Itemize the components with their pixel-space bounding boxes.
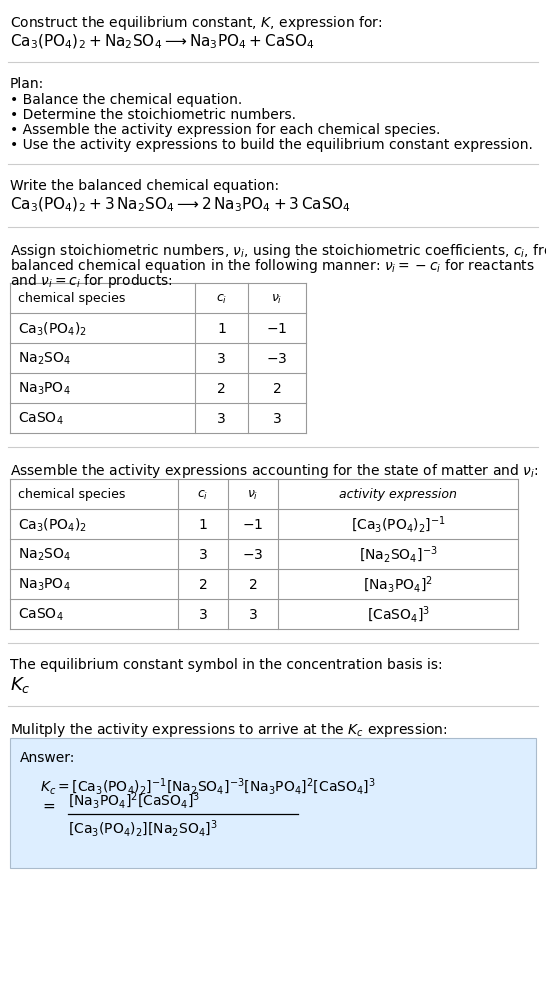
Text: $K_c = [\mathrm{Ca_3(PO_4)_2}]^{-1} [\mathrm{Na_2SO_4}]^{-3} [\mathrm{Na_3PO_4}]: $K_c = [\mathrm{Ca_3(PO_4)_2}]^{-1} [\ma… <box>40 776 376 796</box>
Text: • Use the activity expressions to build the equilibrium constant expression.: • Use the activity expressions to build … <box>10 138 533 152</box>
Text: $-1$: $-1$ <box>266 322 288 336</box>
Text: $-3$: $-3$ <box>242 548 264 562</box>
Text: activity expression: activity expression <box>339 488 457 501</box>
Text: $\mathrm{Na_2SO_4}$: $\mathrm{Na_2SO_4}$ <box>18 547 71 563</box>
Text: $[\mathrm{Na_3PO_4}]^{2} [\mathrm{CaSO_4}]^{3}$: $[\mathrm{Na_3PO_4}]^{2} [\mathrm{CaSO_4… <box>68 790 200 810</box>
Text: $\mathrm{Ca_3(PO_4)_2}$: $\mathrm{Ca_3(PO_4)_2}$ <box>18 516 87 533</box>
Text: Answer:: Answer: <box>20 750 75 764</box>
Text: 3: 3 <box>217 412 226 425</box>
Text: 1: 1 <box>199 518 207 532</box>
Text: 3: 3 <box>199 548 207 562</box>
Bar <box>10 479 518 629</box>
Text: $c_i$: $c_i$ <box>216 292 227 305</box>
Text: balanced chemical equation in the following manner: $\nu_i = -c_i$ for reactants: balanced chemical equation in the follow… <box>10 256 535 274</box>
Text: $[\mathrm{Ca_3(PO_4)_2}] [\mathrm{Na_2SO_4}]^{3}$: $[\mathrm{Ca_3(PO_4)_2}] [\mathrm{Na_2SO… <box>68 818 218 838</box>
Text: $\mathrm{Na_2SO_4}$: $\mathrm{Na_2SO_4}$ <box>18 351 71 367</box>
Text: $\mathrm{Ca_3(PO_4)_2}$: $\mathrm{Ca_3(PO_4)_2}$ <box>18 320 87 337</box>
Text: 3: 3 <box>199 607 207 621</box>
Text: $=$: $=$ <box>40 797 56 812</box>
Text: 3: 3 <box>272 412 281 425</box>
Text: 2: 2 <box>199 578 207 591</box>
Text: $c_i$: $c_i$ <box>197 488 209 501</box>
Text: 3: 3 <box>217 352 226 366</box>
Text: • Balance the chemical equation.: • Balance the chemical equation. <box>10 92 242 107</box>
Text: $\mathrm{CaSO_4}$: $\mathrm{CaSO_4}$ <box>18 411 64 426</box>
Text: $\mathrm{Na_3PO_4}$: $\mathrm{Na_3PO_4}$ <box>18 381 70 397</box>
Text: $[\mathrm{Na_3PO_4}]^{2}$: $[\mathrm{Na_3PO_4}]^{2}$ <box>363 575 433 594</box>
Bar <box>10 739 536 868</box>
Text: $[\mathrm{Na_2SO_4}]^{-3}$: $[\mathrm{Na_2SO_4}]^{-3}$ <box>359 545 437 565</box>
Text: 1: 1 <box>217 322 226 336</box>
Text: $\mathrm{CaSO_4}$: $\mathrm{CaSO_4}$ <box>18 606 64 622</box>
Text: Construct the equilibrium constant, $K$, expression for:: Construct the equilibrium constant, $K$,… <box>10 14 383 32</box>
Text: $-1$: $-1$ <box>242 518 264 532</box>
Text: Write the balanced chemical equation:: Write the balanced chemical equation: <box>10 179 279 193</box>
Bar <box>10 283 306 433</box>
Text: chemical species: chemical species <box>18 488 126 501</box>
Text: $\mathrm{Ca_3(PO_4)_2 + Na_2SO_4 \longrightarrow Na_3PO_4 + CaSO_4}$: $\mathrm{Ca_3(PO_4)_2 + Na_2SO_4 \longri… <box>10 33 314 52</box>
Text: Assemble the activity expressions accounting for the state of matter and $\nu_i$: Assemble the activity expressions accoun… <box>10 461 538 479</box>
Text: $\mathrm{Na_3PO_4}$: $\mathrm{Na_3PO_4}$ <box>18 577 70 592</box>
Text: $K_c$: $K_c$ <box>10 674 31 694</box>
Text: Assign stoichiometric numbers, $\nu_i$, using the stoichiometric coefficients, $: Assign stoichiometric numbers, $\nu_i$, … <box>10 242 546 259</box>
Text: $\nu_i$: $\nu_i$ <box>271 292 283 305</box>
Text: $[\mathrm{CaSO_4}]^{3}$: $[\mathrm{CaSO_4}]^{3}$ <box>366 604 430 624</box>
Text: Plan:: Plan: <box>10 77 44 90</box>
Text: 2: 2 <box>272 382 281 396</box>
Text: and $\nu_i = c_i$ for products:: and $\nu_i = c_i$ for products: <box>10 271 173 289</box>
Text: • Assemble the activity expression for each chemical species.: • Assemble the activity expression for e… <box>10 123 441 137</box>
Text: • Determine the stoichiometric numbers.: • Determine the stoichiometric numbers. <box>10 108 296 122</box>
Text: $-3$: $-3$ <box>266 352 288 366</box>
Text: $[\mathrm{Ca_3(PO_4)_2}]^{-1}$: $[\mathrm{Ca_3(PO_4)_2}]^{-1}$ <box>351 514 446 535</box>
Text: The equilibrium constant symbol in the concentration basis is:: The equilibrium constant symbol in the c… <box>10 657 443 671</box>
Text: 3: 3 <box>248 607 257 621</box>
Text: 2: 2 <box>248 578 257 591</box>
Text: 2: 2 <box>217 382 226 396</box>
Text: $\mathrm{Ca_3(PO_4)_2 + 3\,Na_2SO_4 \longrightarrow 2\,Na_3PO_4 + 3\,CaSO_4}$: $\mathrm{Ca_3(PO_4)_2 + 3\,Na_2SO_4 \lon… <box>10 196 351 214</box>
Text: Mulitply the activity expressions to arrive at the $K_c$ expression:: Mulitply the activity expressions to arr… <box>10 721 447 739</box>
Text: chemical species: chemical species <box>18 292 126 305</box>
Text: $\nu_i$: $\nu_i$ <box>247 488 259 501</box>
